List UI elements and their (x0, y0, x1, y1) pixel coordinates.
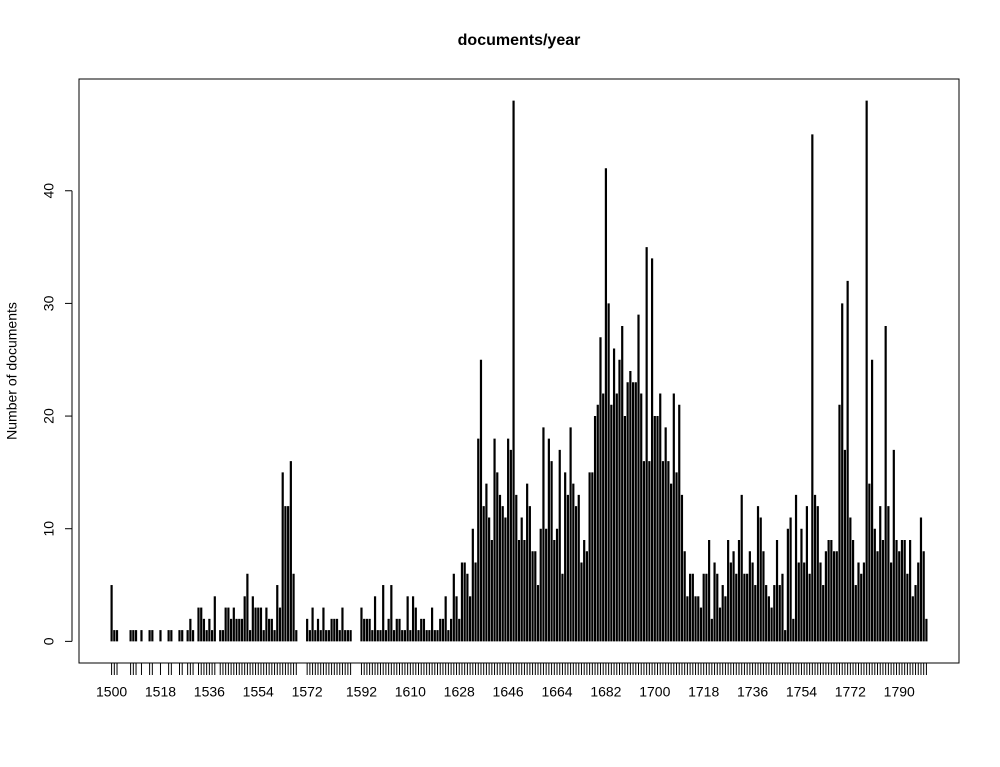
chart-title: documents/year (458, 32, 581, 49)
x-tick-label: 1536 (194, 684, 225, 700)
x-tick-label: 1718 (688, 684, 719, 700)
x-tick-label: 1700 (639, 684, 670, 700)
y-tick-label: 30 (41, 295, 57, 311)
x-tick-label: 1554 (243, 684, 274, 700)
x-tick-label: 1736 (737, 684, 768, 700)
x-tick-label: 1518 (145, 684, 176, 700)
y-tick-label: 0 (41, 637, 57, 645)
y-tick-label: 40 (41, 183, 57, 199)
x-tick-label: 1754 (786, 684, 817, 700)
y-axis-label: Number of documents (4, 302, 20, 440)
y-tick-label: 20 (41, 408, 57, 424)
x-tick-label: 1610 (395, 684, 426, 700)
x-tick-label: 1664 (541, 684, 572, 700)
x-tick-label: 1572 (292, 684, 323, 700)
x-tick-label: 1628 (444, 684, 475, 700)
x-tick-label: 1682 (590, 684, 621, 700)
y-tick-label: 10 (41, 521, 57, 537)
x-tick-label: 1500 (96, 684, 127, 700)
x-tick-label: 1592 (346, 684, 377, 700)
x-tick-label: 1772 (835, 684, 866, 700)
x-tick-label: 1790 (884, 684, 915, 700)
x-tick-label: 1646 (493, 684, 524, 700)
